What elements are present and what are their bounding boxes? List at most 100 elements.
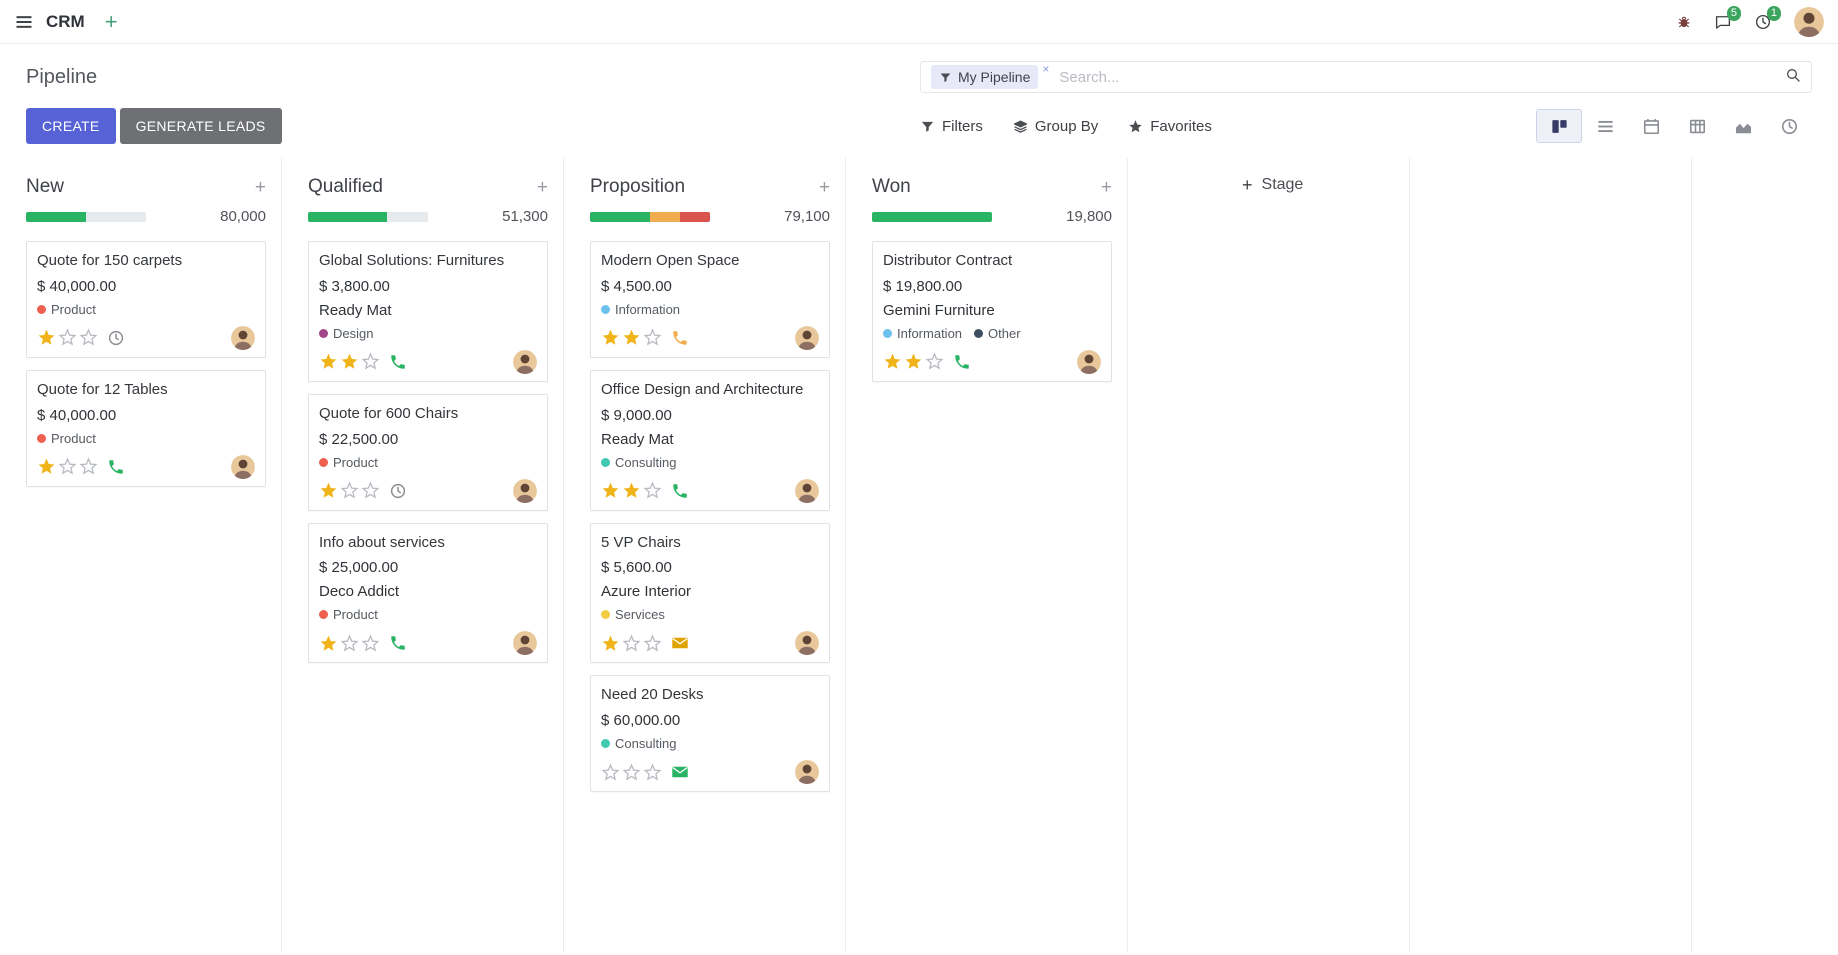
filters-button[interactable]: Filters	[920, 118, 983, 135]
salesperson-avatar[interactable]	[513, 631, 537, 656]
activity-clock-icon[interactable]	[389, 482, 407, 500]
view-pivot-button[interactable]	[1674, 109, 1720, 143]
column-progressbar[interactable]	[26, 211, 146, 222]
star-empty-icon[interactable]	[58, 328, 77, 347]
kanban-card[interactable]: Office Design and Architecture $ 9,000.00…	[590, 369, 830, 511]
activity-envelope-icon[interactable]	[671, 634, 689, 652]
star-filled-icon[interactable]	[622, 481, 641, 500]
column-quick-create-button[interactable]: +	[254, 176, 266, 198]
star-empty-icon[interactable]	[643, 481, 662, 500]
star-empty-icon[interactable]	[361, 634, 380, 653]
user-avatar[interactable]	[1794, 6, 1824, 37]
salesperson-avatar[interactable]	[513, 478, 537, 503]
filter-facet[interactable]: My Pipeline	[931, 65, 1039, 89]
search-icon[interactable]	[1785, 67, 1801, 88]
salesperson-avatar[interactable]	[795, 631, 819, 656]
activity-clock-icon[interactable]	[107, 329, 125, 347]
star-empty-icon[interactable]	[79, 328, 98, 347]
star-empty-icon[interactable]	[643, 762, 662, 782]
salesperson-avatar[interactable]	[795, 478, 819, 503]
star-empty-icon[interactable]	[622, 762, 641, 782]
group-by-button[interactable]: Group By	[1013, 118, 1098, 135]
star-empty-icon[interactable]	[601, 762, 620, 782]
star-filled-icon[interactable]	[340, 352, 359, 371]
view-activity-button[interactable]	[1766, 109, 1812, 143]
kanban-card[interactable]: 5 VP Chairs $ 5,600.00 Azure Interior Servi…	[590, 522, 830, 664]
activity-phone-icon[interactable]	[671, 329, 689, 347]
activity-phone-icon[interactable]	[671, 482, 689, 500]
kanban-card[interactable]: Quote for 600 Chairs $ 22,500.00 Product	[308, 393, 548, 511]
card-tag[interactable]: Product	[37, 302, 96, 317]
column-title[interactable]: Proposition	[590, 176, 686, 197]
star-empty-icon[interactable]	[361, 481, 380, 500]
card-tag[interactable]: Product	[37, 431, 96, 446]
star-empty-icon[interactable]	[340, 634, 359, 653]
apps-menu-icon[interactable]	[14, 12, 34, 32]
kanban-card[interactable]: Info about services $ 25,000.00 Deco Addic…	[308, 522, 548, 664]
bug-icon[interactable]	[1676, 14, 1692, 30]
kanban-card[interactable]: Global Solutions: Furnitures $ 3,800.00 Re…	[308, 241, 548, 382]
view-list-button[interactable]	[1582, 109, 1628, 143]
card-tag[interactable]: Product	[319, 607, 378, 622]
star-filled-icon[interactable]	[37, 328, 56, 347]
star-empty-icon[interactable]	[58, 457, 77, 476]
star-filled-icon[interactable]	[904, 352, 923, 371]
column-progressbar[interactable]	[872, 211, 992, 222]
star-filled-icon[interactable]	[601, 481, 620, 500]
column-quick-create-button[interactable]: +	[1100, 176, 1112, 198]
star-filled-icon[interactable]	[622, 328, 641, 347]
star-filled-icon[interactable]	[37, 457, 56, 476]
kanban-card[interactable]: Need 20 Desks $ 60,000.00 Consulting	[590, 675, 830, 792]
salesperson-avatar[interactable]	[513, 349, 537, 374]
column-quick-create-button[interactable]: +	[536, 176, 548, 198]
kanban-card[interactable]: Modern Open Space $ 4,500.00 Information	[590, 241, 830, 358]
salesperson-avatar[interactable]	[231, 325, 255, 350]
add-icon[interactable]: +	[104, 8, 118, 34]
app-name[interactable]: CRM	[46, 11, 85, 31]
add-stage-button[interactable]: + Stage	[1242, 176, 1303, 194]
activity-phone-icon[interactable]	[953, 353, 971, 371]
view-kanban-button[interactable]	[1536, 109, 1582, 143]
column-progressbar[interactable]	[308, 211, 428, 222]
favorites-button[interactable]: Favorites	[1128, 118, 1212, 135]
star-filled-icon[interactable]	[601, 328, 620, 347]
column-quick-create-button[interactable]: +	[818, 176, 830, 198]
star-filled-icon[interactable]	[883, 352, 902, 371]
card-tag[interactable]: Information	[883, 326, 962, 341]
card-tag[interactable]: Product	[319, 455, 378, 470]
star-empty-icon[interactable]	[925, 352, 944, 371]
star-empty-icon[interactable]	[622, 634, 641, 653]
activity-phone-icon[interactable]	[389, 353, 407, 371]
star-empty-icon[interactable]	[340, 481, 359, 500]
star-empty-icon[interactable]	[643, 634, 662, 653]
activity-phone-icon[interactable]	[107, 458, 125, 476]
create-button[interactable]: CREATE	[26, 108, 116, 144]
salesperson-avatar[interactable]	[231, 454, 255, 479]
card-tag[interactable]: Other	[974, 326, 1021, 341]
star-filled-icon[interactable]	[319, 634, 338, 653]
search-bar[interactable]: My Pipeline ×	[920, 61, 1812, 93]
search-input[interactable]	[1059, 68, 1785, 86]
view-graph-button[interactable]	[1720, 109, 1766, 143]
activity-phone-icon[interactable]	[389, 634, 407, 652]
star-filled-icon[interactable]	[319, 352, 338, 371]
column-title[interactable]: Won	[872, 176, 911, 197]
column-title[interactable]: New	[26, 176, 65, 197]
star-filled-icon[interactable]	[319, 481, 338, 500]
column-progressbar[interactable]	[590, 211, 710, 222]
card-tag[interactable]: Design	[319, 326, 373, 341]
card-tag[interactable]: Services	[601, 607, 665, 622]
salesperson-avatar[interactable]	[795, 760, 819, 784]
star-empty-icon[interactable]	[361, 352, 380, 371]
star-empty-icon[interactable]	[79, 457, 98, 476]
generate-leads-button[interactable]: GENERATE LEADS	[119, 108, 282, 144]
salesperson-avatar[interactable]	[1077, 349, 1101, 374]
facet-remove-button[interactable]: ×	[1042, 62, 1050, 76]
card-tag[interactable]: Consulting	[601, 736, 676, 751]
kanban-card[interactable]: Distributor Contract $ 19,800.00 Gemini Fu…	[872, 241, 1112, 382]
star-empty-icon[interactable]	[643, 328, 662, 347]
salesperson-avatar[interactable]	[795, 325, 819, 350]
activities-icon[interactable]: 1	[1754, 5, 1781, 31]
card-tag[interactable]: Consulting	[601, 455, 676, 470]
view-calendar-button[interactable]	[1628, 109, 1674, 143]
